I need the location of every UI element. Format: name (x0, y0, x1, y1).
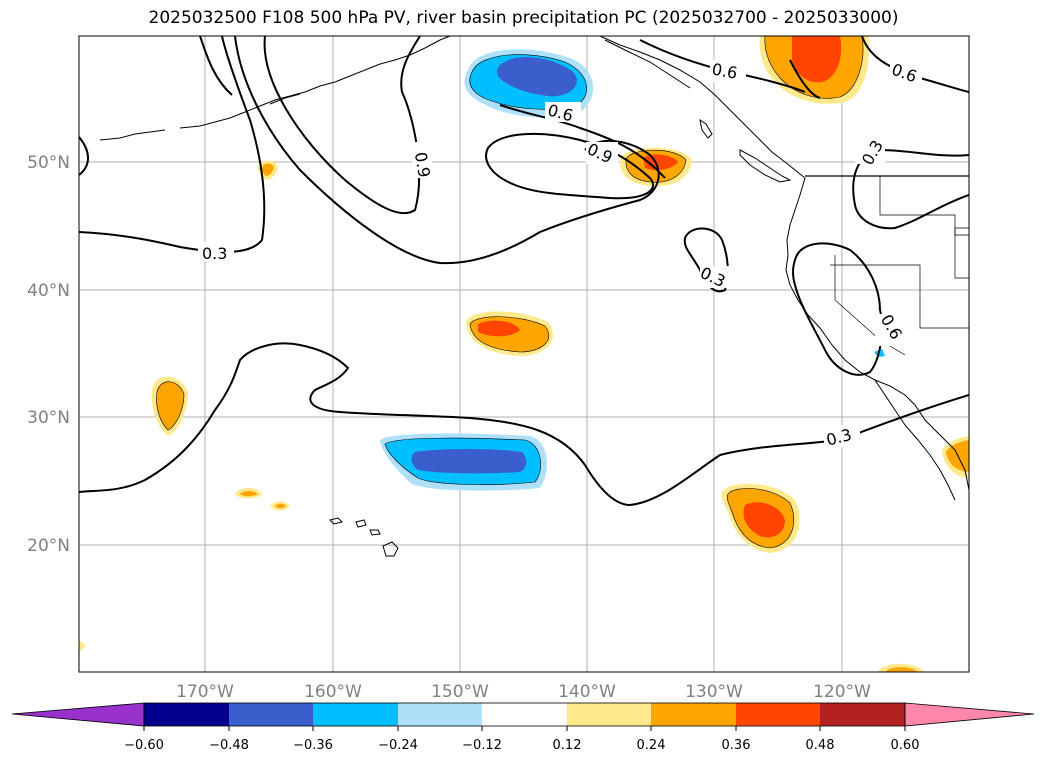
coastlines (99, 36, 969, 557)
pv-contours (79, 36, 969, 507)
colorbar: −0.60 −0.48 −0.36 −0.24 −0.12 0.12 0.24 … (11, 702, 1035, 753)
colorbar-segment (651, 703, 736, 726)
positive-anomaly-mid (466, 311, 554, 356)
contour-label: 0.6 (710, 60, 738, 83)
longitude-labels: 170°W 160°W 150°W 140°W 130°W 120°W (176, 682, 871, 702)
negative-anomaly-south (380, 433, 547, 491)
colorbar-extend-left (11, 702, 145, 727)
precip-outline (156, 36, 864, 549)
colorbar-tick-label: 0.48 (806, 738, 835, 753)
lat-label: 20°N (27, 536, 70, 556)
colorbar-tick-label: −0.60 (124, 738, 164, 753)
lon-label: 120°W (813, 682, 871, 702)
colorbar-tick-label: −0.12 (462, 738, 502, 753)
colorbar-segment (229, 703, 313, 726)
lon-label: 140°W (558, 682, 616, 702)
positive-anomaly-hawaii-ne (721, 483, 800, 553)
contour-label: 0.9 (411, 151, 434, 179)
colorbar-segment (398, 703, 482, 726)
lat-label: 30°N (27, 408, 70, 428)
lon-label: 160°W (304, 682, 362, 702)
lon-label: 130°W (685, 682, 743, 702)
positive-anomaly-gulf (619, 147, 692, 187)
contour-label-masks (198, 60, 922, 447)
map-border (78, 35, 970, 673)
colorbar-tick-label: −0.36 (293, 738, 333, 753)
colorbar-tick-label: 0.36 (722, 738, 751, 753)
colorbar-segment (736, 703, 820, 726)
colorbar-tick-label: −0.48 (209, 738, 249, 753)
graticule (79, 36, 969, 672)
colorbar-segment (820, 703, 905, 726)
colorbar-extend-right (904, 702, 1035, 727)
colorbar-segment (567, 703, 651, 726)
lat-label: 40°N (27, 281, 70, 301)
map-title: 2025032500 F108 500 hPa PV, river basin … (148, 8, 899, 28)
contour-label: 0.3 (202, 244, 227, 263)
lat-label: 50°N (27, 153, 70, 173)
colorbar-tick-label: 0.12 (553, 738, 582, 753)
lon-label: 170°W (176, 682, 234, 702)
colorbar-tick-label: 0.24 (637, 738, 666, 753)
colorbar-segment (144, 703, 229, 726)
positive-anomaly-west (151, 376, 188, 436)
precip-shading (79, 36, 969, 672)
positive-anomaly-ne (759, 36, 870, 104)
latitude-labels: 50°N 40°N 30°N 20°N (27, 153, 70, 556)
negative-anomaly-north (464, 49, 594, 118)
colorbar-tick-label: −0.24 (378, 738, 418, 753)
lon-label: 150°W (431, 682, 489, 702)
colorbar-tick-label: 0.60 (891, 738, 920, 753)
colorbar-segment (313, 703, 398, 726)
colorbar-segment (482, 703, 567, 726)
